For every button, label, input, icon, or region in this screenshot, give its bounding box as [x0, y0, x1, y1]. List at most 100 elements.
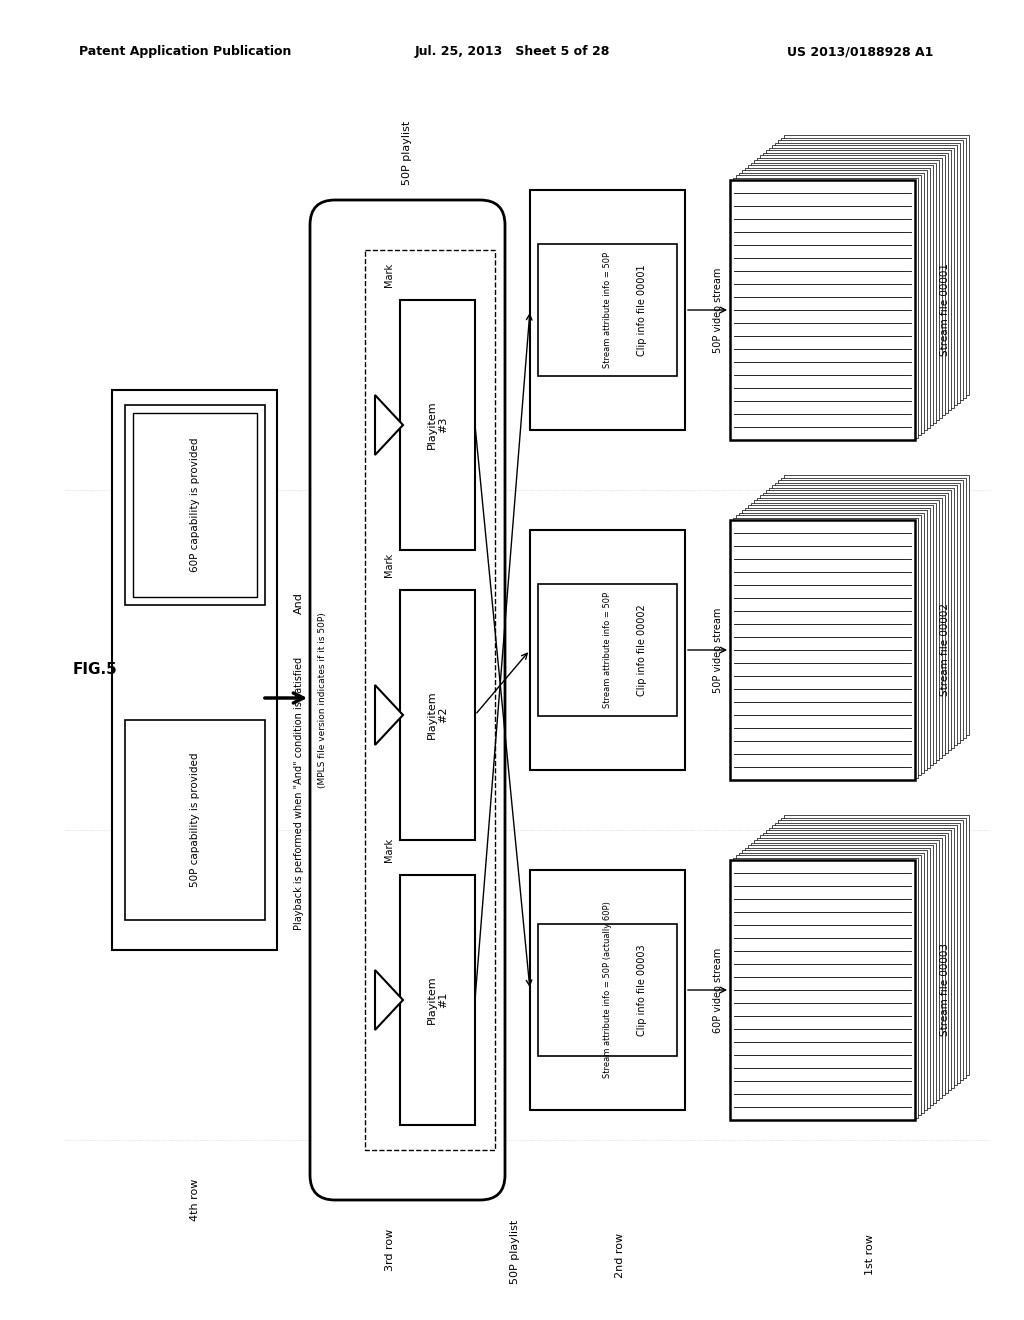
Bar [775, 143, 961, 403]
Bar [133, 413, 257, 597]
Polygon shape [375, 970, 403, 1030]
Bar [742, 510, 927, 770]
Bar [745, 847, 930, 1107]
Bar [766, 830, 951, 1090]
Bar [538, 924, 677, 1056]
Bar [365, 249, 495, 1150]
Bar [766, 490, 951, 750]
Text: US 2013/0188928 A1: US 2013/0188928 A1 [786, 45, 933, 58]
Bar [736, 855, 921, 1115]
Bar [739, 853, 924, 1113]
Text: Stream attribute info = 50P: Stream attribute info = 50P [603, 252, 612, 368]
Bar [775, 822, 961, 1082]
Bar [772, 825, 957, 1085]
Bar [730, 180, 915, 440]
Bar [784, 814, 969, 1074]
Bar [736, 515, 921, 775]
Bar [775, 483, 961, 742]
Bar [766, 150, 951, 411]
Bar [733, 517, 918, 777]
Bar [739, 173, 924, 433]
Bar [530, 531, 685, 770]
Bar [112, 389, 278, 950]
Bar [748, 506, 933, 766]
Text: Playitem
#1: Playitem #1 [427, 975, 449, 1024]
Bar [760, 836, 945, 1096]
Bar [778, 480, 963, 741]
Text: 2nd row: 2nd row [615, 1233, 625, 1278]
Bar [754, 160, 939, 420]
Bar [751, 162, 936, 422]
Bar [784, 475, 969, 735]
Text: Stream file 00001: Stream file 00001 [940, 264, 950, 356]
Text: 50P video stream: 50P video stream [713, 268, 723, 352]
Bar [772, 484, 957, 744]
Bar [733, 858, 918, 1118]
Text: 50P capability is provided: 50P capability is provided [190, 752, 200, 887]
Bar [760, 154, 945, 414]
Text: Stream attribute info = 50P: Stream attribute info = 50P [603, 591, 612, 708]
Text: Stream file 00002: Stream file 00002 [940, 603, 950, 697]
Bar [530, 870, 685, 1110]
Text: Playback is performed when "And" condition is satisfied: Playback is performed when "And" conditi… [294, 656, 304, 929]
Text: Mark: Mark [384, 263, 394, 286]
Bar [736, 176, 921, 436]
Bar [742, 850, 927, 1110]
Bar [751, 503, 936, 763]
FancyBboxPatch shape [310, 201, 505, 1200]
Bar [769, 828, 954, 1088]
Bar [748, 845, 933, 1105]
Text: 50P playlist: 50P playlist [510, 1220, 520, 1284]
Bar [778, 140, 963, 400]
Bar [781, 817, 966, 1077]
Bar [781, 478, 966, 738]
Text: Stream file 00003: Stream file 00003 [940, 944, 950, 1036]
Text: FIG.5: FIG.5 [73, 663, 118, 677]
Text: 50P playlist: 50P playlist [402, 120, 413, 185]
Bar [400, 875, 475, 1125]
Bar [733, 177, 918, 437]
Bar [530, 190, 685, 430]
Bar [730, 520, 915, 780]
Bar [763, 833, 948, 1093]
Text: Patent Application Publication: Patent Application Publication [79, 45, 291, 58]
Bar [763, 492, 948, 752]
Text: 3rd row: 3rd row [385, 1229, 395, 1271]
Bar [739, 512, 924, 772]
Bar [400, 300, 475, 550]
Text: 4th row: 4th row [190, 1179, 200, 1221]
Text: Clip info file 00002: Clip info file 00002 [637, 605, 646, 696]
Bar [754, 840, 939, 1100]
Bar [757, 837, 942, 1097]
Text: 1st row: 1st row [865, 1234, 874, 1275]
Polygon shape [375, 685, 403, 744]
Bar [769, 148, 954, 408]
Text: Playitem
#3: Playitem #3 [427, 401, 449, 449]
Text: Mark: Mark [384, 838, 394, 862]
Polygon shape [375, 395, 403, 455]
Bar [125, 719, 265, 920]
Text: Playitem
#2: Playitem #2 [427, 690, 449, 739]
Bar [748, 165, 933, 425]
Bar [781, 137, 966, 397]
Bar [754, 500, 939, 760]
Bar [778, 820, 963, 1080]
Text: Clip info file 00003: Clip info file 00003 [637, 944, 646, 1036]
Bar [784, 135, 969, 395]
Bar [757, 498, 942, 758]
Text: Clip info file 00001: Clip info file 00001 [637, 264, 646, 356]
Bar [751, 842, 936, 1102]
Bar [769, 487, 954, 747]
Text: 60P capability is provided: 60P capability is provided [190, 438, 200, 573]
Bar [538, 244, 677, 376]
Bar [757, 157, 942, 417]
Text: Mark: Mark [384, 553, 394, 577]
Bar [538, 583, 677, 715]
Text: Jul. 25, 2013   Sheet 5 of 28: Jul. 25, 2013 Sheet 5 of 28 [415, 45, 609, 58]
Bar [772, 145, 957, 405]
Text: 60P video stream: 60P video stream [713, 948, 723, 1032]
Bar [125, 405, 265, 605]
Text: And: And [294, 591, 304, 614]
Bar [745, 168, 930, 428]
Bar [760, 495, 945, 755]
